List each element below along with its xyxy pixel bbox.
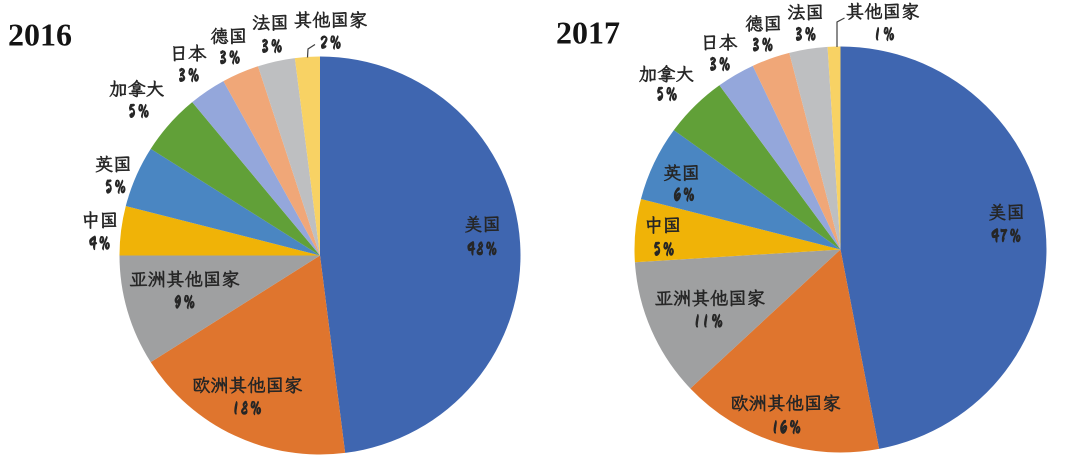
svg-text:2017: 2017 (556, 15, 620, 51)
svg-text:2016: 2016 (8, 17, 72, 53)
